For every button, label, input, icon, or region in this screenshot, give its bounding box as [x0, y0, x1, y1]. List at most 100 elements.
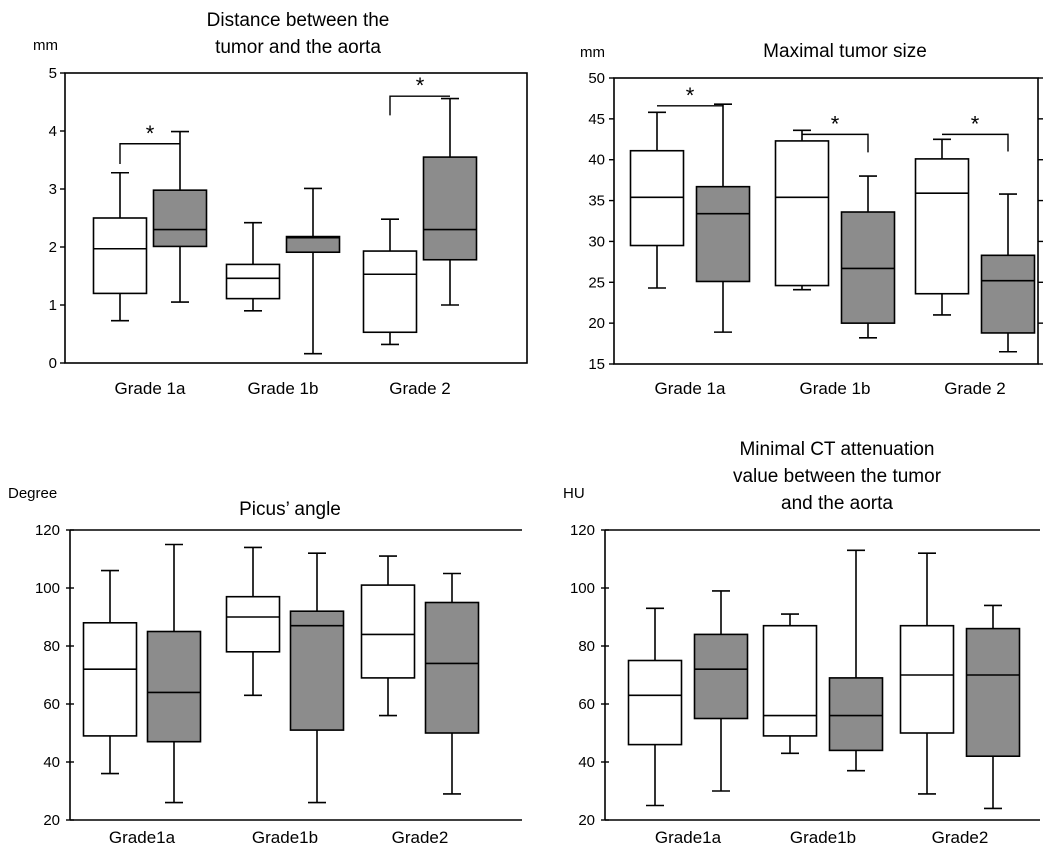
- chart-title-line: and the aorta: [781, 493, 893, 514]
- y-axis-unit-label: mm: [33, 37, 58, 54]
- bracket-line: [389, 95, 450, 116]
- chart-title-line: Minimal CT attenuation: [739, 439, 934, 460]
- box-iqr: [840, 211, 896, 324]
- category-label: Grade2: [932, 828, 989, 847]
- chart-panel-4: Minimal CT attenuation value between the …: [563, 439, 1040, 847]
- box-iqr: [225, 263, 281, 300]
- box-white-2: [774, 129, 830, 291]
- chart-title-line: value between the tumor: [733, 466, 942, 487]
- y-tick-label: 40: [578, 754, 595, 771]
- category-label: Grade 2: [389, 379, 450, 398]
- box-white-3: [914, 138, 970, 316]
- box-gray-3: [422, 97, 478, 306]
- box-gray-3: [980, 193, 1036, 353]
- box-gray-1: [693, 590, 749, 792]
- y-tick-label: 4: [49, 123, 57, 140]
- y-tick-label: 30: [588, 233, 605, 250]
- significance-star: *: [831, 111, 840, 136]
- y-axis-unit-label: Degree: [8, 485, 57, 502]
- chart-panel-3: Picus’ angle Degree 20 40 60 80 100 120 Grade1a G…: [8, 485, 522, 847]
- box-gray-3: [424, 572, 480, 795]
- box-white-3: [899, 552, 955, 795]
- box-iqr: [914, 158, 970, 295]
- y-tick-label: 40: [43, 754, 60, 771]
- box-gray-1: [695, 103, 751, 333]
- category-label: Grade1b: [790, 828, 856, 847]
- box-iqr: [762, 624, 818, 737]
- y-tick-label: 60: [578, 696, 595, 713]
- y-tick-label: 20: [43, 812, 60, 829]
- box-iqr: [695, 185, 751, 283]
- box-white-1: [92, 171, 148, 322]
- box-iqr: [360, 584, 416, 679]
- box-iqr: [774, 140, 830, 287]
- box-white-3: [362, 218, 418, 346]
- y-tick-label: 35: [588, 193, 605, 210]
- plot-frame: [64, 72, 528, 364]
- significance-bracket: *: [389, 73, 450, 116]
- y-tick-label: 2: [49, 239, 57, 256]
- y-tick-label: 20: [588, 315, 605, 332]
- box-gray-2: [828, 549, 884, 772]
- significance-bracket: *: [942, 111, 1009, 152]
- box-gray-2: [289, 552, 345, 804]
- significance-bracket: *: [802, 111, 869, 153]
- chart-panel-2: Maximal tumor size mm 15 20 25 30 35 40 45 50 Grad…: [580, 41, 1043, 398]
- chart-title-line: Picus’ angle: [239, 499, 341, 520]
- y-tick-label: 25: [588, 274, 605, 291]
- bracket-line: [802, 133, 869, 153]
- box-iqr: [629, 149, 685, 247]
- box-iqr: [225, 595, 281, 653]
- y-tick-label: 120: [35, 522, 60, 539]
- box-gray-1: [146, 543, 202, 804]
- box-iqr: [82, 621, 138, 737]
- plot-frame: [613, 77, 1039, 365]
- significance-star: *: [971, 111, 980, 136]
- box-white-2: [225, 546, 281, 697]
- category-label: Grade 1b: [248, 379, 319, 398]
- category-label: Grade1b: [252, 828, 318, 847]
- box-iqr: [693, 633, 749, 720]
- box-gray-3: [965, 604, 1021, 810]
- y-tick-label: 100: [35, 580, 60, 597]
- bracket-line: [942, 133, 1009, 152]
- significance-star: *: [416, 73, 425, 98]
- box-white-2: [225, 221, 281, 312]
- chart-title-line: Maximal tumor size: [763, 41, 927, 62]
- y-tick-label: 40: [588, 152, 605, 169]
- box-white-3: [360, 555, 416, 717]
- category-label: Grade 1a: [115, 379, 186, 398]
- box-iqr: [92, 217, 148, 295]
- category-label: Grade1a: [109, 828, 176, 847]
- box-iqr: [285, 235, 341, 254]
- y-tick-label: 1: [49, 297, 57, 314]
- significance-star: *: [686, 83, 695, 108]
- category-label: Grade 2: [944, 379, 1005, 398]
- y-tick-label: 120: [570, 522, 595, 539]
- box-iqr: [965, 627, 1021, 757]
- box-iqr: [422, 156, 478, 261]
- box-gray-1: [152, 130, 208, 303]
- y-tick-label: 80: [43, 638, 60, 655]
- chart-panel-1: Distance between the tumor and the aorta m…: [33, 10, 528, 398]
- box-iqr: [899, 624, 955, 734]
- y-tick-label: 45: [588, 111, 605, 128]
- box-iqr: [146, 630, 202, 743]
- box-iqr: [980, 254, 1036, 334]
- chart-title-line: Distance between the: [207, 10, 390, 31]
- y-tick-label: 100: [570, 580, 595, 597]
- chart-title-line: tumor and the aorta: [215, 37, 381, 58]
- y-tick-label: 5: [49, 65, 57, 82]
- significance-star: *: [146, 121, 155, 146]
- y-tick-label: 15: [588, 356, 605, 373]
- box-iqr: [289, 610, 345, 731]
- box-gray-2: [285, 187, 341, 355]
- category-label: Grade1a: [655, 828, 722, 847]
- y-tick-label: 50: [588, 70, 605, 87]
- box-iqr: [152, 189, 208, 248]
- box-iqr: [362, 250, 418, 334]
- box-white-1: [627, 607, 683, 807]
- y-axis-unit-label: mm: [580, 44, 605, 61]
